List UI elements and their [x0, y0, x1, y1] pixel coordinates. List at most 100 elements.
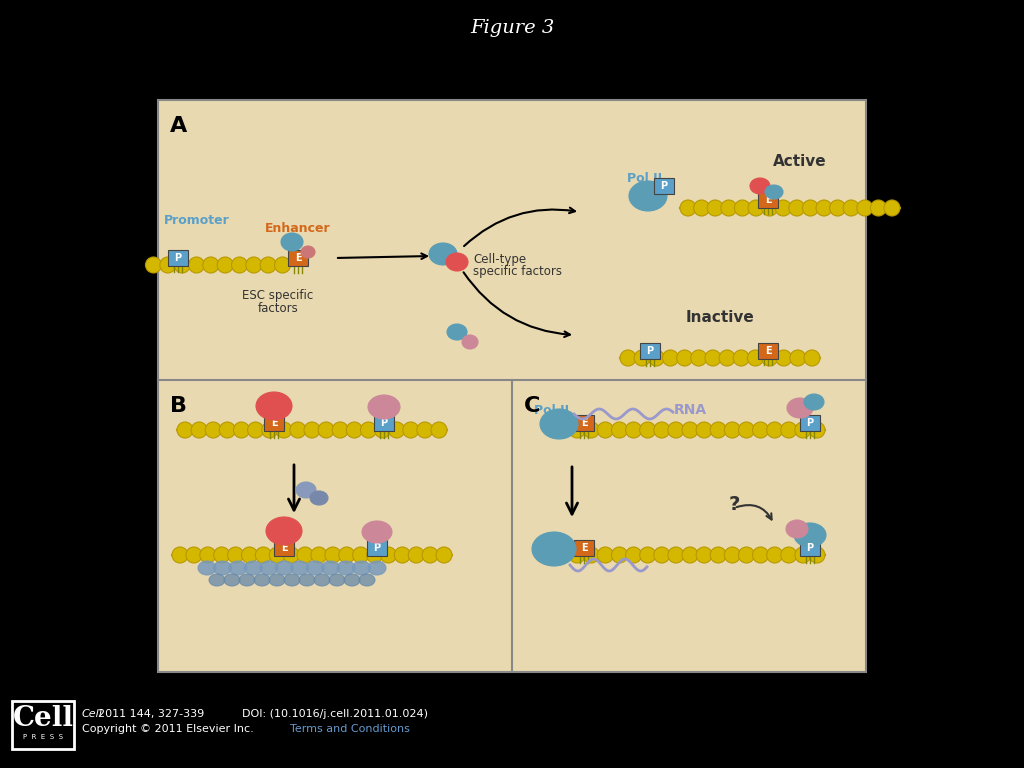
Circle shape	[360, 422, 377, 438]
Text: Promoter: Promoter	[164, 214, 229, 227]
Ellipse shape	[787, 398, 813, 418]
Ellipse shape	[296, 482, 316, 498]
Circle shape	[653, 422, 670, 438]
Ellipse shape	[322, 561, 340, 575]
Circle shape	[219, 422, 236, 438]
Circle shape	[724, 547, 740, 563]
Circle shape	[569, 547, 585, 563]
Circle shape	[177, 422, 193, 438]
Circle shape	[200, 547, 216, 563]
Circle shape	[255, 547, 271, 563]
Circle shape	[584, 547, 599, 563]
Circle shape	[269, 547, 286, 563]
FancyBboxPatch shape	[168, 250, 188, 266]
Ellipse shape	[540, 409, 578, 439]
Ellipse shape	[291, 561, 308, 575]
Ellipse shape	[765, 185, 783, 199]
Text: Terms and Conditions: Terms and Conditions	[290, 724, 410, 734]
Text: P: P	[381, 418, 387, 428]
Circle shape	[696, 547, 712, 563]
Circle shape	[290, 422, 306, 438]
Text: E: E	[270, 418, 278, 428]
Circle shape	[217, 257, 233, 273]
Circle shape	[203, 257, 219, 273]
Ellipse shape	[299, 574, 315, 586]
Circle shape	[274, 257, 291, 273]
Circle shape	[584, 422, 599, 438]
Text: B: B	[170, 396, 187, 416]
Text: Pol II: Pol II	[535, 403, 569, 416]
Text: 2011 144, 327-339: 2011 144, 327-339	[98, 709, 204, 719]
Circle shape	[145, 257, 162, 273]
Circle shape	[246, 257, 262, 273]
FancyBboxPatch shape	[800, 415, 820, 431]
Ellipse shape	[362, 521, 392, 543]
Text: P: P	[646, 346, 653, 356]
Circle shape	[648, 350, 665, 366]
Circle shape	[788, 200, 805, 216]
Circle shape	[780, 422, 797, 438]
Text: E: E	[581, 418, 588, 428]
Circle shape	[738, 422, 755, 438]
Ellipse shape	[209, 574, 225, 586]
Text: P: P	[374, 543, 381, 553]
Ellipse shape	[368, 561, 386, 575]
Circle shape	[318, 422, 334, 438]
Circle shape	[663, 350, 679, 366]
Text: specific factors: specific factors	[473, 266, 562, 279]
Circle shape	[795, 422, 811, 438]
Circle shape	[708, 200, 723, 216]
Circle shape	[640, 547, 655, 563]
Ellipse shape	[301, 246, 315, 258]
Text: A: A	[170, 116, 187, 136]
Circle shape	[436, 547, 452, 563]
Text: P: P	[174, 253, 181, 263]
Text: DOI: (10.1016/j.cell.2011.01.024): DOI: (10.1016/j.cell.2011.01.024)	[242, 709, 428, 719]
Circle shape	[346, 422, 362, 438]
Circle shape	[734, 200, 751, 216]
Text: Active: Active	[773, 154, 826, 170]
Text: factors: factors	[258, 303, 298, 316]
Ellipse shape	[266, 517, 302, 545]
Ellipse shape	[750, 178, 770, 194]
Circle shape	[809, 422, 825, 438]
Ellipse shape	[306, 561, 325, 575]
Ellipse shape	[284, 574, 300, 586]
Text: Figure 3: Figure 3	[470, 19, 554, 37]
FancyBboxPatch shape	[654, 178, 674, 194]
Circle shape	[762, 350, 777, 366]
Circle shape	[775, 200, 792, 216]
Text: ?: ?	[728, 495, 739, 515]
Ellipse shape	[198, 561, 216, 575]
Circle shape	[767, 547, 782, 563]
Circle shape	[394, 547, 411, 563]
Text: P: P	[660, 181, 668, 191]
Ellipse shape	[213, 561, 231, 575]
Circle shape	[762, 200, 777, 216]
Text: E: E	[581, 543, 588, 553]
Ellipse shape	[786, 520, 808, 538]
Circle shape	[626, 547, 642, 563]
Circle shape	[311, 547, 327, 563]
Circle shape	[409, 547, 424, 563]
Text: Enhancer: Enhancer	[265, 221, 331, 234]
Circle shape	[367, 547, 383, 563]
FancyBboxPatch shape	[574, 415, 594, 431]
Text: RNA: RNA	[674, 403, 708, 417]
Text: Inactive: Inactive	[686, 310, 755, 326]
Circle shape	[227, 547, 244, 563]
Circle shape	[389, 422, 404, 438]
Ellipse shape	[368, 395, 400, 419]
Circle shape	[569, 422, 585, 438]
Circle shape	[719, 350, 735, 366]
Circle shape	[332, 422, 348, 438]
Ellipse shape	[462, 335, 478, 349]
Text: Cell-type: Cell-type	[473, 253, 526, 266]
Ellipse shape	[256, 392, 292, 420]
FancyBboxPatch shape	[264, 415, 284, 431]
Circle shape	[857, 200, 872, 216]
Circle shape	[205, 422, 221, 438]
Circle shape	[325, 547, 341, 563]
Text: E: E	[281, 543, 288, 553]
Ellipse shape	[344, 574, 360, 586]
